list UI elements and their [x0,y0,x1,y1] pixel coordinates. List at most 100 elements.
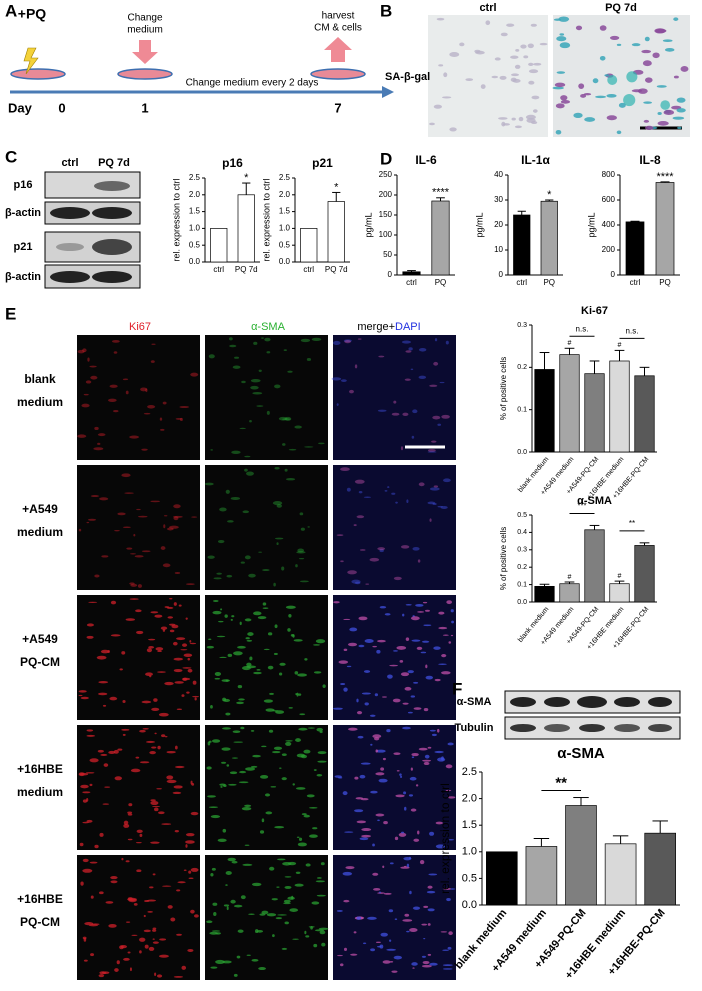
cell [152,929,157,932]
cell [393,400,397,404]
x-tick-label: PQ [659,278,671,287]
cell [339,963,344,967]
cell [168,623,176,626]
cell [166,775,174,780]
cell [421,640,430,643]
y-tick-label: 0.1 [517,407,527,414]
cell [429,518,432,522]
cell [446,600,452,605]
cell [109,696,118,701]
significance-mark: # [618,573,622,580]
cell [294,425,302,429]
cell [99,832,104,837]
cell [307,526,310,528]
cell [450,634,454,637]
cell [354,364,358,369]
cell [433,646,441,650]
cell [347,570,357,575]
cell [400,545,410,549]
cell [161,734,166,738]
micrograph [205,335,328,460]
cell [375,941,381,944]
cell [276,886,280,888]
cell [312,827,318,830]
cell [276,542,279,546]
channel-label: DAPI [395,321,421,333]
cell [156,974,163,978]
cell [680,66,689,72]
stain-label: SA-β-gal [385,71,430,83]
cell [303,814,310,818]
row-label: +A549 [22,502,58,516]
cell [169,629,175,633]
y-tick-label: 1.5 [189,207,201,216]
cell [127,897,137,902]
cell [102,803,110,805]
cell [281,753,287,756]
row-label: medium [17,395,63,409]
cell [575,25,583,31]
cell [449,52,460,58]
cell [154,614,163,618]
cell [442,964,453,967]
cell [222,828,227,833]
cell [186,691,190,694]
cell [428,873,438,876]
cell [552,86,565,90]
cell [491,75,499,79]
cell [560,99,571,104]
cell [406,863,410,868]
cell [122,526,131,529]
significance-mark: * [244,172,249,184]
western-blot [44,171,141,289]
cell [440,931,448,933]
cell [210,966,218,969]
panel-letter: F [452,679,462,698]
cell [249,656,253,661]
cell [141,700,152,704]
cell [80,784,89,789]
cell [429,122,435,126]
cell [287,370,293,373]
cell [410,767,413,771]
cell [189,640,192,643]
y-tick-label: 2.0 [462,793,477,805]
cell [229,337,233,341]
cell [81,403,90,408]
day-number: 7 [334,100,341,115]
cell [116,960,120,965]
cell [427,746,432,749]
cell [425,664,428,669]
day-label: Day [8,100,33,115]
cell [365,583,370,585]
cell [188,870,192,874]
step-label: harvest [322,11,355,22]
bar [534,585,555,603]
cell [245,637,250,640]
cell [143,914,146,918]
cell [360,762,371,765]
cell [241,807,252,811]
cell [379,605,387,609]
bar [609,583,630,603]
cell [262,607,269,609]
cell [136,869,142,873]
cell [246,954,251,956]
y-tick-label: 0.0 [189,257,201,266]
cell [248,573,256,578]
cell [82,858,89,863]
cell [391,970,398,973]
y-tick-label: 0.0 [517,449,527,456]
cell [239,427,246,430]
condition-label: ctrl [479,2,496,14]
cell [443,887,452,890]
cell [266,913,277,917]
cell [308,926,315,928]
cell [97,749,104,753]
cell [225,884,228,886]
cell [185,617,188,620]
cell [94,844,99,849]
cell [294,671,299,675]
cell [277,858,286,861]
cell [87,357,90,362]
